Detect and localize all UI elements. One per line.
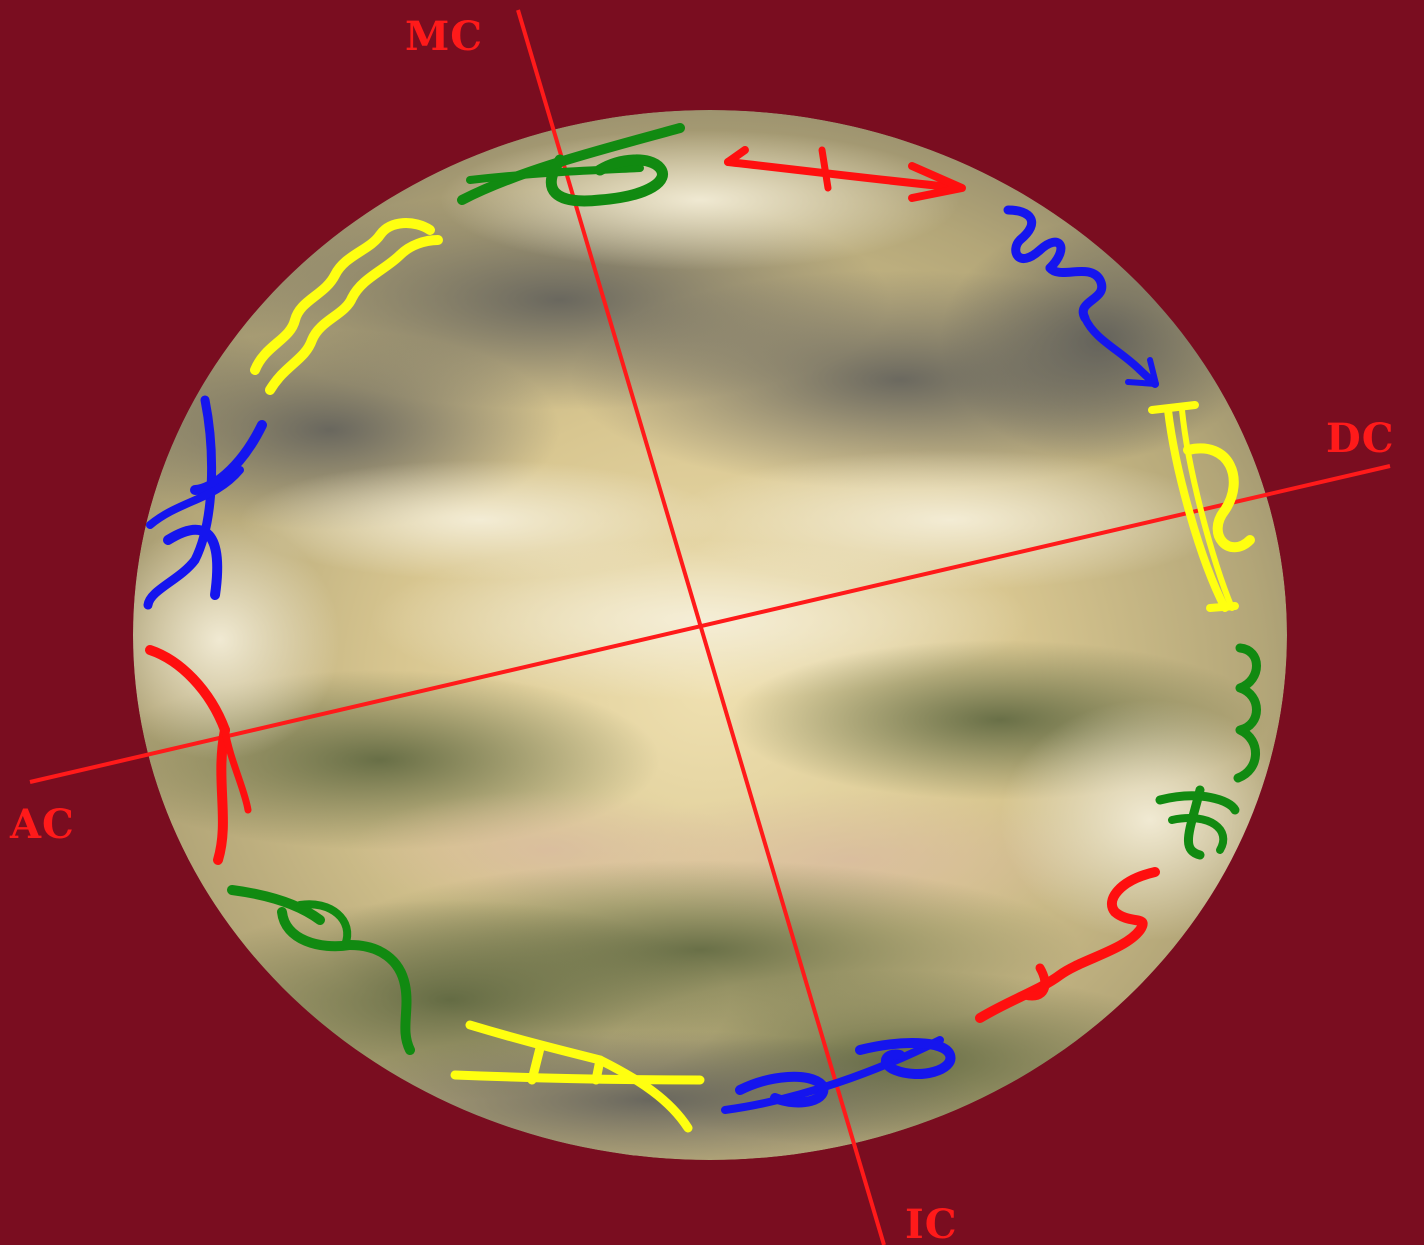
sagittarius-icon xyxy=(724,146,966,202)
capricorn-icon xyxy=(457,123,685,207)
mc-label: MC xyxy=(405,13,483,60)
cancer-icon xyxy=(721,1036,956,1114)
leo-icon xyxy=(975,867,1160,1023)
taurus-icon xyxy=(227,885,415,1055)
dc-label: DC xyxy=(1326,415,1395,462)
sky-globe xyxy=(133,110,1287,1160)
virgo-icon xyxy=(1155,643,1261,860)
axis-lines xyxy=(29,9,1391,1245)
gemini-icon xyxy=(450,1020,705,1133)
ac-dc-axis xyxy=(29,464,1391,784)
aquarius-icon xyxy=(250,218,443,395)
aries-icon xyxy=(145,645,252,865)
ac-label: AC xyxy=(9,801,75,848)
pisces-icon xyxy=(143,395,267,610)
ic-label: IC xyxy=(905,1201,958,1245)
libra-icon xyxy=(1148,401,1255,612)
scorpio-icon xyxy=(1003,205,1159,388)
zodiac-ring xyxy=(143,123,1261,1133)
